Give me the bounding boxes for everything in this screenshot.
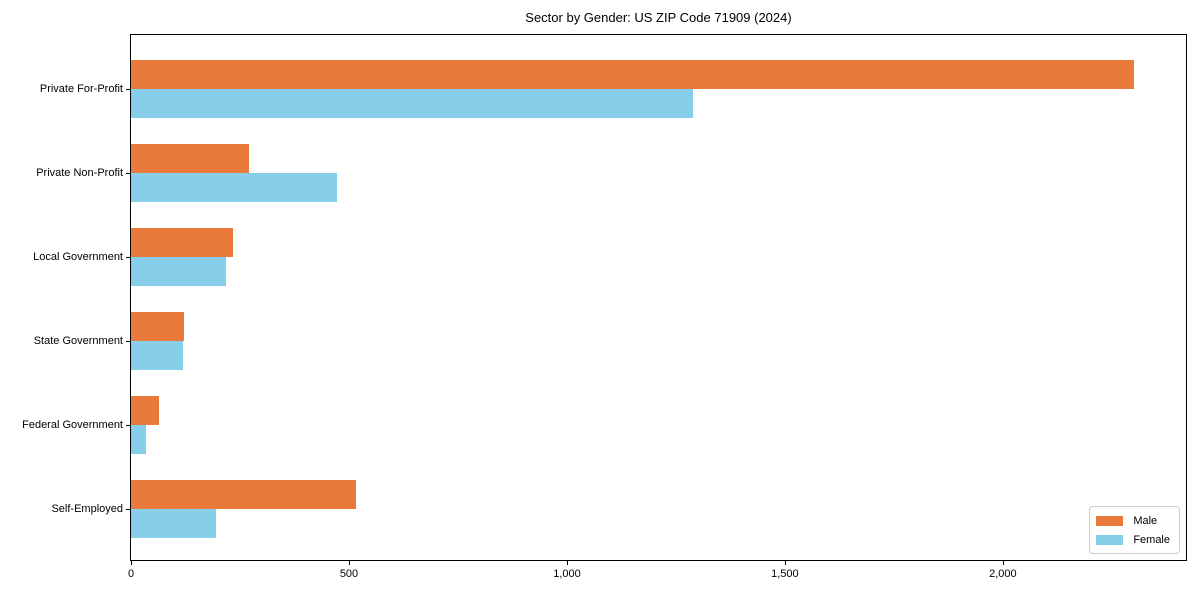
y-axis-label-federal-government: Federal Government (22, 418, 123, 431)
y-tick-mark (126, 508, 130, 510)
bar-male-federal-government (131, 395, 159, 425)
bar-female-state-government (131, 340, 184, 370)
y-tick-mark (126, 256, 130, 258)
plot-area: Male Female (130, 34, 1187, 561)
y-tick-mark (126, 424, 130, 426)
legend-label-male: Male (1133, 514, 1158, 527)
y-tick-mark (126, 88, 130, 90)
bar-female-private-non-profit (131, 172, 337, 202)
x-tick-mark (349, 561, 350, 565)
y-axis-label-private-for-profit: Private For-Profit (39, 82, 123, 95)
x-axis-label-2-000: 2,000 (989, 568, 1017, 580)
x-tick-mark (567, 561, 568, 565)
x-axis-label-1-000: 1,000 (553, 568, 581, 580)
x-axis-label-0: 0 (127, 568, 135, 580)
y-axis-label-private-non-profit: Private Non-Profit (36, 166, 123, 179)
legend-item-female: Female (1096, 530, 1170, 549)
legend-swatch-male (1096, 515, 1124, 526)
chart-title: Sector by Gender: US ZIP Code 71909 (202… (525, 10, 792, 25)
y-axis-label-local-government: Local Government (33, 250, 123, 263)
x-axis-label-500: 500 (339, 568, 359, 580)
y-axis-label-state-government: State Government (33, 334, 123, 347)
bar-male-local-government (131, 227, 234, 257)
legend: Male Female (1089, 506, 1180, 554)
bar-female-local-government (131, 256, 226, 286)
bar-female-self-employed (131, 508, 216, 538)
bar-male-private-for-profit (131, 59, 1134, 89)
bar-female-private-for-profit (131, 88, 694, 118)
x-tick-mark (1002, 561, 1004, 565)
legend-label-female: Female (1133, 533, 1170, 546)
x-tick-mark (784, 561, 786, 565)
bar-male-self-employed (131, 479, 357, 509)
x-axis-label-1-500: 1,500 (771, 568, 799, 580)
x-tick-mark (131, 561, 132, 565)
y-axis-label-self-employed: Self-Employed (51, 502, 123, 515)
y-tick-mark (126, 340, 130, 342)
bar-male-private-non-profit (131, 143, 249, 173)
legend-item-male: Male (1096, 511, 1170, 530)
y-tick-mark (126, 172, 130, 174)
bar-female-federal-government (131, 424, 146, 454)
bar-male-state-government (131, 311, 185, 341)
legend-swatch-female (1096, 534, 1124, 545)
